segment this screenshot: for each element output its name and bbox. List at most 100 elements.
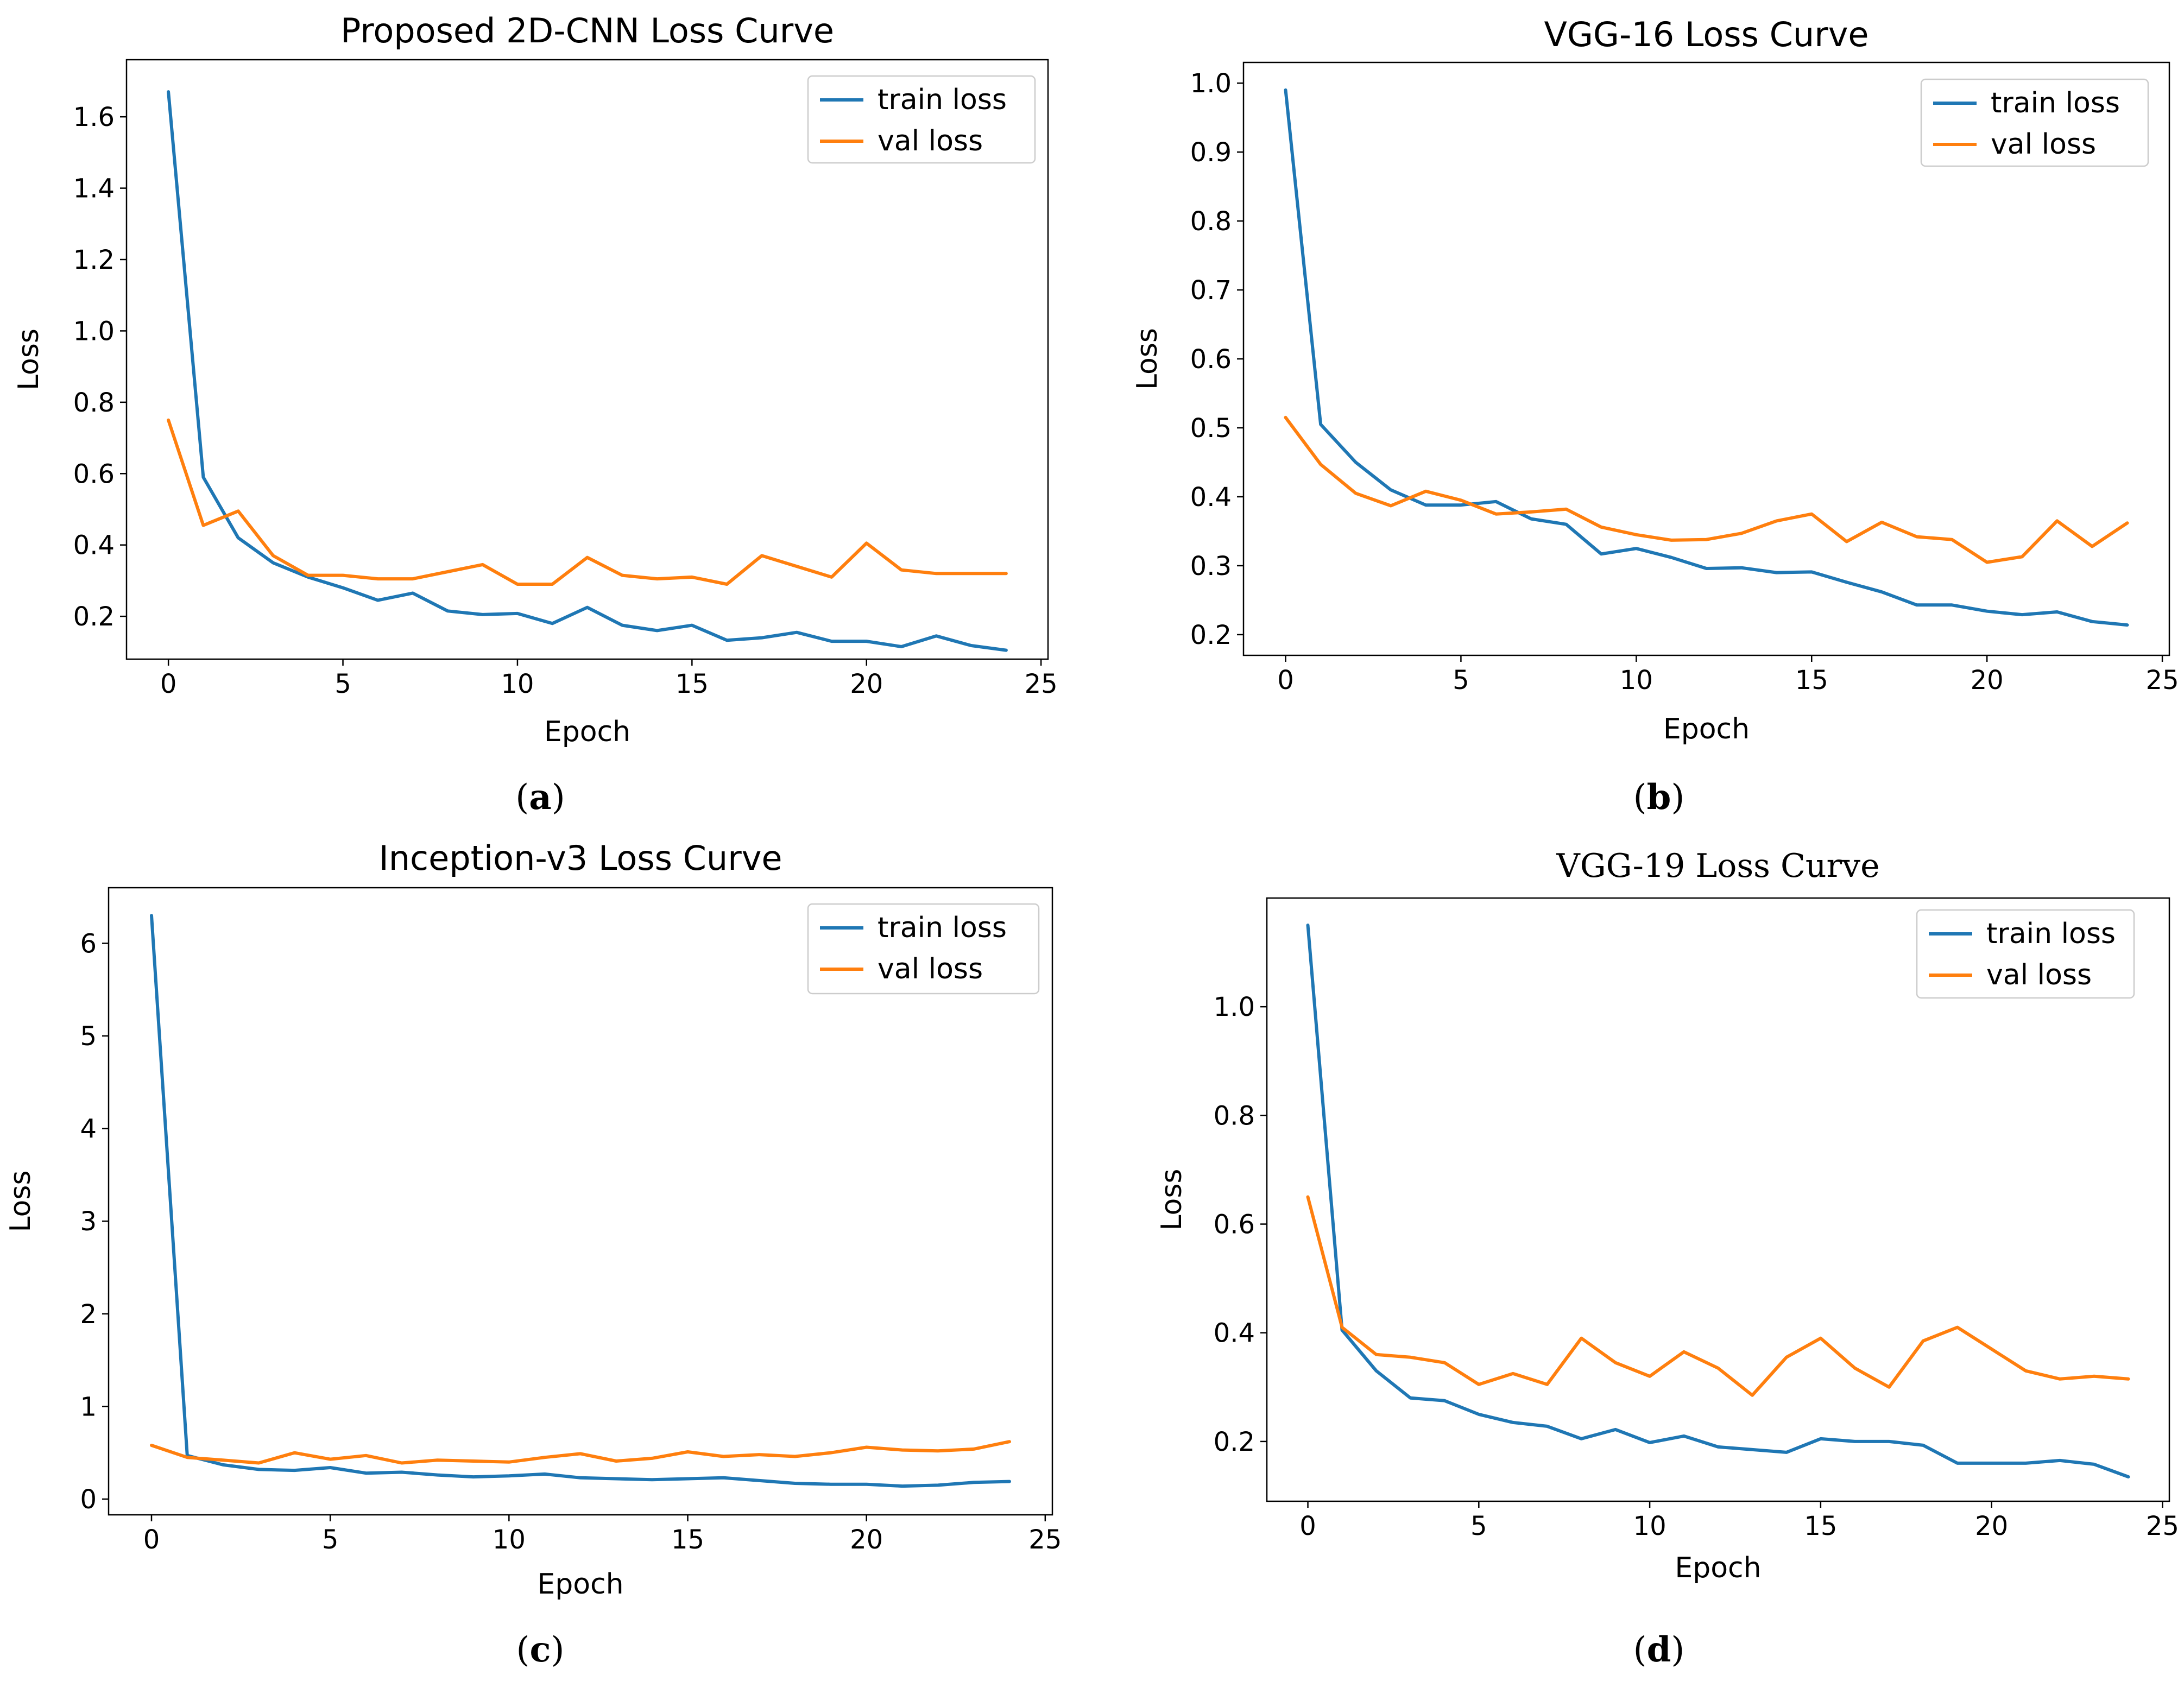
y-tick-label: 1.0 <box>73 316 115 346</box>
legend-label: val loss <box>1986 959 2092 991</box>
x-axis-label: Epoch <box>544 716 630 748</box>
x-tick-label: 15 <box>671 1525 704 1555</box>
plot-frame <box>108 887 1053 1516</box>
plot-frame <box>125 59 1049 660</box>
series-line-val-loss <box>1284 415 2129 564</box>
chart-title: VGG-16 Loss Curve <box>1544 15 1869 54</box>
panel-caption: (d) <box>1633 1629 1685 1670</box>
y-tick-label: 0.8 <box>1190 206 1232 237</box>
y-tick-label: 3 <box>80 1206 97 1237</box>
y-tick-label: 1.4 <box>73 174 115 204</box>
y-axis-label: Loss <box>4 1170 37 1232</box>
y-axis-label: Loss <box>1131 328 1164 390</box>
y-tick-label: 0.4 <box>1190 482 1232 513</box>
x-tick-label: 0 <box>1277 665 1294 696</box>
x-tick-label: 0 <box>160 669 177 699</box>
legend-label: val loss <box>878 953 983 985</box>
y-tick-label: 1.2 <box>73 245 115 275</box>
x-axis-label: Epoch <box>537 1568 623 1601</box>
legend: train loss val loss <box>1920 78 2149 167</box>
chart-panel-d: VGG-19 Loss Curve 0 5 10 15 20 25 0.2 0.4 0.6 0.8 1… <box>1156 847 2179 1670</box>
series-line-val-loss <box>150 1440 1011 1465</box>
x-tick-label: 20 <box>850 669 883 699</box>
chart-panel-b: VGG-16 Loss Curve 0 5 10 15 20 25 0.2 0.3 0.4 0.5 0… <box>1131 15 2179 818</box>
chart-panel-c: Inception-v3 Loss Curve 0 5 10 15 20 25 0 1 2 3 4 5 6… <box>4 838 1062 1670</box>
caption-close-paren: ) <box>1671 1630 1684 1670</box>
caption-close-paren: ) <box>551 1630 564 1670</box>
caption-open-paren: ( <box>515 778 529 818</box>
x-tick-label: 10 <box>493 1525 526 1555</box>
series-line-train-loss <box>150 914 1011 1488</box>
y-tick-label: 0.8 <box>1214 1101 1255 1131</box>
legend-label: train loss <box>878 912 1007 944</box>
plot-frame <box>1266 897 2170 1502</box>
x-tick-label: 5 <box>1453 665 1469 696</box>
x-tick-label: 5 <box>334 669 351 699</box>
y-tick-label: 0.6 <box>73 459 115 489</box>
series-line-train-loss <box>167 90 1008 652</box>
legend: train loss val loss <box>807 75 1036 164</box>
y-tick-label: 0.4 <box>73 530 115 561</box>
legend-box <box>1920 78 2149 167</box>
x-axis-label: Epoch <box>1663 713 1750 745</box>
x-tick-label: 10 <box>501 669 534 699</box>
chart-title: VGG-19 Loss Curve <box>1556 847 1879 885</box>
y-tick-label: 0.9 <box>1190 137 1232 168</box>
x-tick-label: 15 <box>1795 665 1828 696</box>
caption-letter: b <box>1647 777 1671 818</box>
series-line-val-loss <box>1306 1195 2130 1397</box>
legend-box <box>807 75 1036 164</box>
caption-close-paren: ) <box>1671 778 1684 818</box>
caption-open-paren: ( <box>1633 1630 1647 1670</box>
x-tick-label: 20 <box>850 1525 883 1555</box>
y-tick-label: 1.0 <box>1190 68 1232 99</box>
x-tick-label: 25 <box>1025 669 1058 699</box>
x-tick-label: 25 <box>2146 665 2179 696</box>
y-tick-label: 0.2 <box>1214 1427 1255 1457</box>
panel-caption: (c) <box>516 1629 565 1670</box>
caption-letter: a <box>529 777 551 818</box>
x-tick-label: 25 <box>2146 1511 2179 1541</box>
y-tick-label: 2 <box>80 1299 97 1330</box>
y-tick-label: 4 <box>80 1114 97 1145</box>
caption-close-paren: ) <box>552 778 565 818</box>
y-axis-label: Loss <box>12 328 45 390</box>
y-tick-label: 1.0 <box>1214 992 1255 1022</box>
y-tick-label: 1 <box>80 1392 97 1422</box>
y-tick-label: 0.3 <box>1190 551 1232 581</box>
y-axis-label: Loss <box>1156 1168 1188 1230</box>
y-tick-label: 0.2 <box>1190 620 1232 650</box>
series-line-train-loss <box>1284 88 2129 627</box>
x-tick-label: 25 <box>1028 1525 1062 1555</box>
x-tick-label: 15 <box>1804 1511 1837 1541</box>
panel-caption: (b) <box>1633 777 1685 818</box>
y-tick-label: 0.6 <box>1190 344 1232 375</box>
caption-letter: d <box>1647 1629 1671 1670</box>
x-tick-label: 5 <box>322 1525 339 1555</box>
caption-open-paren: ( <box>1633 778 1647 818</box>
x-tick-label: 10 <box>1633 1511 1667 1541</box>
y-tick-label: 0.8 <box>73 388 115 418</box>
series-line-train-loss <box>1306 924 2130 1478</box>
legend-label: val loss <box>1991 128 2096 161</box>
panel-caption: (a) <box>515 777 565 818</box>
y-tick-label: 0.5 <box>1190 413 1232 444</box>
chart-panel-a: Proposed 2D-CNN Loss Curve 0 5 10 15 20 25 0.2 0… <box>12 11 1058 818</box>
x-tick-label: 20 <box>1975 1511 2008 1541</box>
x-axis-label: Epoch <box>1675 1552 1761 1584</box>
caption-letter: c <box>530 1629 551 1670</box>
legend: train loss val loss <box>807 903 1040 995</box>
y-tick-label: 0 <box>80 1484 97 1515</box>
y-tick-label: 0.6 <box>1214 1210 1255 1240</box>
y-tick-label: 5 <box>80 1021 97 1052</box>
x-tick-label: 15 <box>676 669 709 699</box>
x-tick-label: 0 <box>1299 1511 1316 1541</box>
series-line-val-loss <box>167 418 1008 586</box>
legend-label: train loss <box>1991 87 2120 119</box>
x-tick-label: 0 <box>143 1525 160 1555</box>
legend-box <box>807 903 1040 995</box>
y-tick-label: 1.6 <box>73 102 115 132</box>
y-tick-label: 0.4 <box>1214 1318 1255 1349</box>
y-tick-label: 0.2 <box>73 602 115 632</box>
